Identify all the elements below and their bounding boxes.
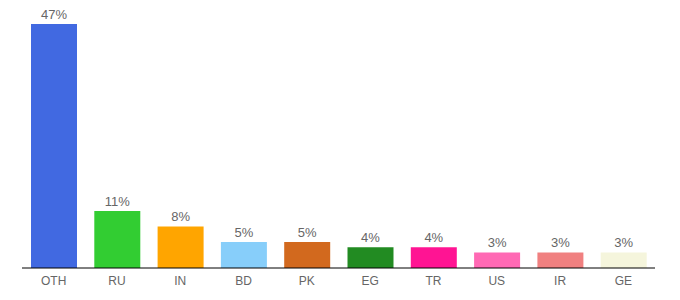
svg-text:47%: 47% — [41, 8, 67, 22]
svg-text:OTH: OTH — [41, 274, 66, 288]
svg-text:3%: 3% — [551, 235, 570, 250]
svg-text:IR: IR — [554, 274, 566, 288]
svg-text:11%: 11% — [105, 194, 130, 209]
svg-text:3%: 3% — [488, 235, 507, 250]
svg-text:5%: 5% — [298, 225, 317, 240]
svg-text:3%: 3% — [614, 235, 633, 250]
svg-text:US: US — [488, 274, 505, 288]
svg-text:EG: EG — [361, 274, 378, 288]
svg-text:4%: 4% — [361, 230, 380, 245]
svg-text:RU: RU — [108, 274, 125, 288]
svg-text:8%: 8% — [171, 209, 190, 224]
svg-text:IN: IN — [174, 274, 186, 288]
svg-text:PK: PK — [299, 274, 315, 288]
svg-text:5%: 5% — [235, 225, 254, 240]
svg-text:BD: BD — [235, 274, 252, 288]
svg-text:GE: GE — [615, 274, 632, 288]
svg-text:4%: 4% — [424, 230, 443, 245]
svg-text:TR: TR — [425, 274, 441, 288]
